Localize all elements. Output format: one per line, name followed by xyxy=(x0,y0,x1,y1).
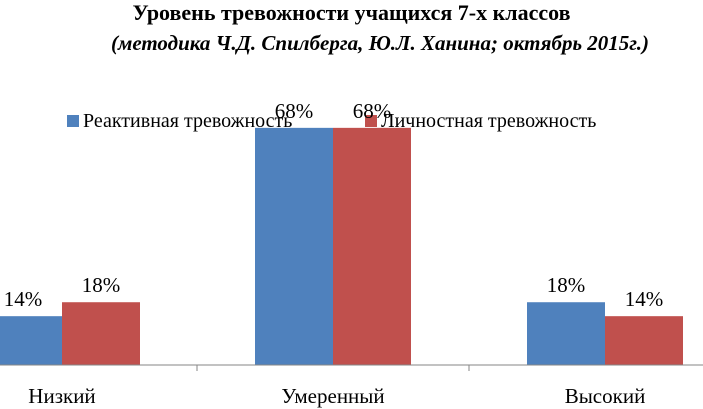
data-label: 18% xyxy=(82,273,121,297)
x-axis: Низкий Умеренный Высокий xyxy=(0,364,703,408)
bar-personal-2 xyxy=(333,127,411,365)
bar-personal-3 xyxy=(605,316,683,365)
legend-swatch xyxy=(67,115,79,127)
data-label: 18% xyxy=(547,273,586,297)
data-label: 14% xyxy=(4,287,43,311)
category-label: Высокий xyxy=(565,384,646,408)
category-label: Низкий xyxy=(28,384,95,408)
legend-swatch xyxy=(365,115,377,127)
legend: Реактивная тревожность Личностная тревожн… xyxy=(67,110,596,132)
data-label: 14% xyxy=(625,287,664,311)
bar-reactive-3 xyxy=(527,302,605,365)
bar-personal-1 xyxy=(62,302,140,365)
bar-reactive-2 xyxy=(255,127,333,365)
category-label: Умеренный xyxy=(281,384,384,408)
bars: 14% 18% 68% 68% 18% 14% xyxy=(0,99,683,365)
legend-label: Реактивная тревожность xyxy=(83,110,292,132)
data-label: 68% xyxy=(275,99,314,123)
bar-reactive-1 xyxy=(0,316,62,365)
chart-title: Уровень тревожности учащихся 7-х классов xyxy=(132,0,571,25)
chart-subtitle: (методика Ч.Д. Спилберга, Ю.Л. Ханина; о… xyxy=(110,31,650,55)
legend-label: Личностная тревожность xyxy=(381,110,596,132)
data-label: 68% xyxy=(353,99,392,123)
